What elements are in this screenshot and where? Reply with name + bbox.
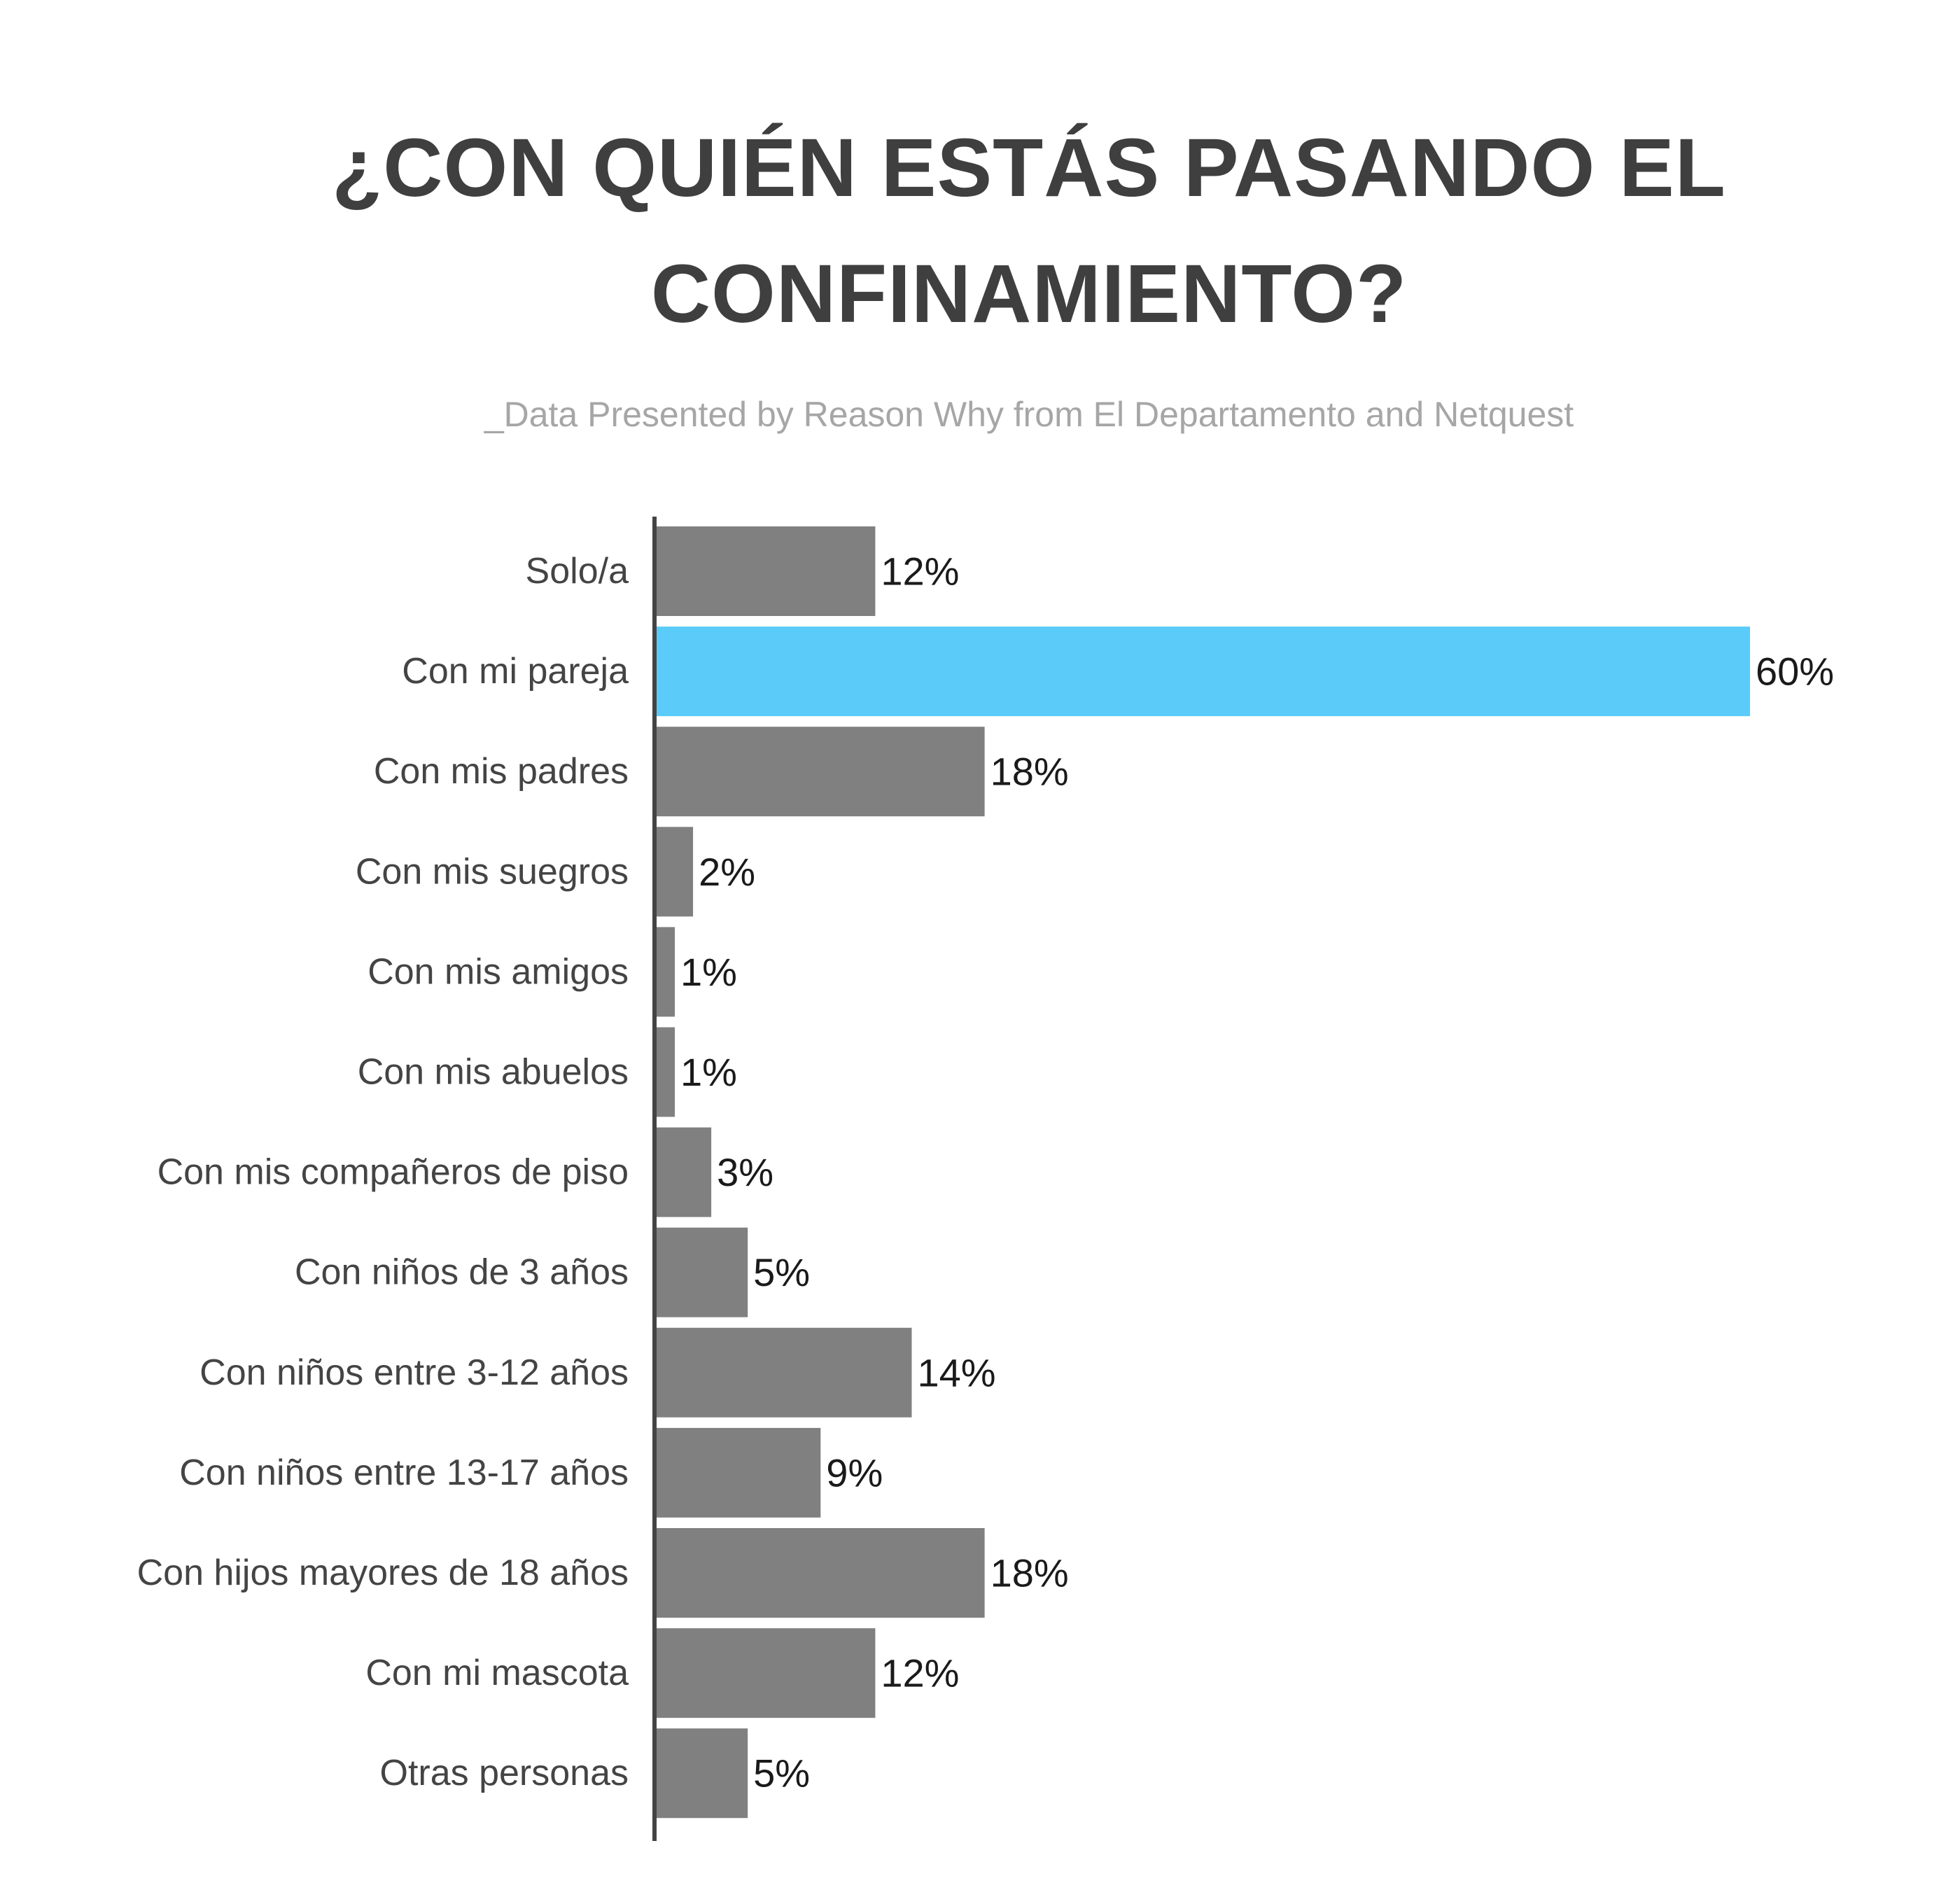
category-label: Con mi mascota	[365, 1653, 629, 1693]
value-label: 12%	[881, 550, 959, 594]
category-label: Con hijos mayores de 18 años	[137, 1553, 629, 1593]
chart-title: ¿CON QUIÉN ESTÁS PASANDO EL CONFINAMIENT…	[0, 105, 1960, 357]
category-label: Solo/a	[526, 551, 629, 592]
value-label: 1%	[680, 950, 737, 994]
chart-title-line2: CONFINAMIENTO?	[650, 248, 1408, 340]
chart-subtitle: _Data Presented by Reason Why from El De…	[484, 395, 1574, 434]
bar-9	[657, 1427, 821, 1518]
value-label: 2%	[699, 850, 755, 894]
bar-3	[657, 827, 694, 917]
bar-12	[657, 1728, 748, 1819]
chart-title-line1: ¿CON QUIÉN ESTÁS PASANDO EL	[332, 122, 1726, 214]
category-label: Otras personas	[380, 1753, 629, 1793]
category-label: Con niños de 3 años	[295, 1252, 629, 1293]
value-label: 18%	[990, 750, 1069, 794]
value-label: 1%	[680, 1050, 737, 1094]
value-label: 5%	[753, 1250, 810, 1294]
value-label: 12%	[881, 1651, 959, 1695]
category-label: Con mis padres	[374, 751, 629, 792]
value-label: 5%	[753, 1751, 810, 1795]
bar-7	[657, 1227, 748, 1317]
bar-1	[657, 626, 1750, 717]
value-label: 60%	[1756, 650, 1834, 694]
bar-5	[657, 1027, 676, 1117]
bar-0	[657, 526, 876, 616]
value-label: 3%	[717, 1150, 774, 1194]
value-label: 14%	[917, 1350, 995, 1394]
bar-8	[657, 1327, 912, 1418]
category-label: Con mis compañeros de piso	[158, 1152, 629, 1193]
bar-6	[657, 1127, 712, 1217]
category-label: Con mis amigos	[368, 951, 629, 992]
category-label: Con niños entre 13-17 años	[179, 1452, 629, 1493]
bar-4	[657, 927, 676, 1017]
bar-10	[657, 1528, 985, 1618]
category-label: Con mis suegros	[356, 851, 629, 892]
value-label: 9%	[826, 1450, 883, 1494]
category-label: Con niños entre 3-12 años	[200, 1352, 629, 1393]
category-label: Con mi pareja	[402, 651, 629, 692]
bar-11	[657, 1628, 876, 1718]
category-label: Con mis abuelos	[358, 1052, 629, 1093]
bars-group	[657, 526, 1750, 1819]
category-labels-group: Solo/a Con mi pareja Con mis padres Con mis…	[137, 551, 629, 1793]
value-label: 18%	[990, 1551, 1069, 1595]
value-labels-group: 12% 60% 18% 2% 1% 1% 3% 5% 14% 9% 18% 12% 5%	[680, 550, 1834, 1795]
bar-2	[657, 727, 985, 817]
